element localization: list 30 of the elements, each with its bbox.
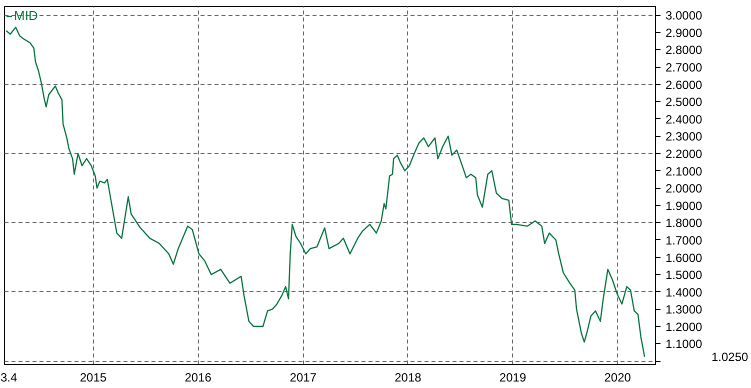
y-tick-label: 2.7000 (666, 60, 703, 75)
y-tick-label: 2.0000 (666, 182, 703, 196)
legend-label: MID (14, 8, 38, 23)
y-tick-label: 1.1000 (666, 337, 703, 352)
x-tick-label: 2019 (499, 370, 526, 384)
y-tick-label: 2.3000 (666, 130, 703, 144)
x-tick-label: 2018 (394, 370, 422, 384)
x-tick-label: 2020 (604, 370, 632, 384)
y-tick-label: 1.2000 (666, 320, 703, 334)
y-tick-label: 1.5000 (666, 268, 703, 282)
y-tick-label: 1.6000 (666, 250, 703, 265)
y-tick-label: 2.9000 (666, 26, 703, 40)
y-tick-label: 2.1000 (666, 164, 703, 178)
y-tick-label: 2.8000 (666, 43, 703, 58)
y-tick-label: 2.2000 (666, 147, 703, 162)
y-tick-label: 2.4000 (666, 112, 703, 126)
y-tick-label: 1.4000 (666, 285, 703, 300)
y-tick-label: 1.8000 (666, 216, 703, 230)
y-tick-label: 2.6000 (666, 78, 703, 92)
x-tick-label: 2016 (184, 370, 212, 384)
x-tick-label: 3.4 (0, 370, 18, 384)
x-tick-label: 2017 (290, 370, 317, 384)
y-tick-label: 2.5000 (666, 95, 703, 110)
x-tick-label: 2015 (80, 370, 107, 384)
y-tick-label: 1.3000 (666, 302, 703, 317)
y-tick-label: 3.0000 (666, 8, 703, 23)
text: 1.0250 (712, 350, 749, 364)
y-tick-label: 1.7000 (666, 233, 703, 248)
line-series (6, 26, 646, 358)
y-tick-label: 1.9000 (666, 198, 703, 213)
